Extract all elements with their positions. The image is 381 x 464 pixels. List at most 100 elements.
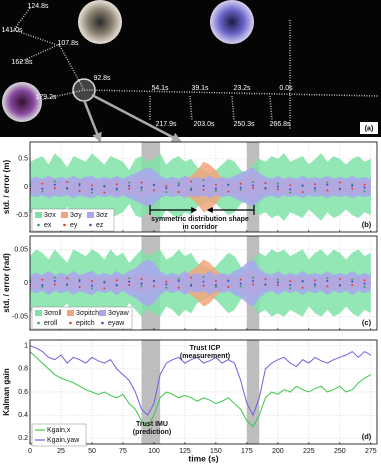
y-tick-label: 0.6 [18,389,28,396]
error-point [326,183,329,186]
error-point [165,184,168,187]
error-point [252,283,255,286]
time-label: 162.8s [11,59,33,66]
error-point [252,187,255,190]
error-point [90,284,93,287]
error-point [338,284,341,287]
error-point [140,285,143,288]
y-axis-label: std. / error (rad) [2,253,11,313]
error-point [314,279,317,282]
error-point [53,276,56,279]
error-point [301,184,304,187]
camera-view [210,0,254,44]
error-point [214,189,217,192]
x-tick-label: 75 [119,448,127,455]
y-tick-label: 0 [24,184,28,191]
error-point [264,277,267,280]
error-point [90,188,93,191]
chart-panel: 0 25 50 75 100 125 150 175 200 225 250 275 0.2 0.4 0.6… [2,339,378,463]
x-tick-label: 225 [303,448,315,455]
x-axis-label: time (s) [188,453,218,463]
error-point [90,287,93,290]
error-point [78,184,81,187]
error-point [363,190,366,193]
x-tick-label: 175 [241,448,253,455]
error-point [214,284,217,287]
panel-label-box [358,431,375,442]
error-point [190,187,193,190]
legend-label: 3σz [96,212,108,219]
annotation: (prediction) [133,429,172,436]
legend-swatch [89,223,92,227]
error-point [78,286,81,289]
error-point [289,188,292,191]
y-tick-label: 0.5 [18,156,28,163]
error-point [338,181,341,184]
std-band [30,167,371,207]
error-point [177,184,180,187]
error-point [202,184,205,187]
error-point [177,191,180,194]
error-point [202,179,205,182]
y-tick-label: -0.05 [12,313,28,320]
error-point [152,183,155,186]
x-tick-label: 250 [334,448,346,455]
legend-label: Kgain,yaw [47,437,80,444]
corridor-arrow [82,99,102,143]
panel-label: (c) [362,318,372,327]
error-point [227,183,230,186]
error-point [326,279,329,282]
error-point [363,282,366,285]
error-point [41,190,44,193]
time-label: 54.1s [151,85,169,92]
error-point [202,284,205,287]
error-point [314,285,317,288]
panel-label: (b) [362,220,372,229]
error-point [289,184,292,187]
legend-box [31,306,133,330]
panel-label-box [358,317,375,328]
error-point [41,286,44,289]
error-point [252,276,255,279]
time-label: 92.8s [93,75,111,82]
annotation: Trust ICP [190,345,221,352]
error-point [152,279,155,282]
time-label: 141.0s [1,27,23,34]
error-point [227,279,230,282]
y-tick-label: 0 [24,280,28,287]
error-point [66,283,69,286]
error-point [103,281,106,284]
x-tick-label: 50 [88,448,96,455]
legend-swatch [37,223,40,227]
time-label: 39.1s [191,85,209,92]
error-point [140,277,143,280]
error-point [66,180,69,183]
plot-frame [29,235,378,331]
y-tick-label: 1 [24,343,28,350]
y-tick-label: -0.5 [16,212,28,219]
annotation: in corridor [182,224,217,231]
error-point [363,279,366,282]
error-point [252,279,255,282]
error-point [289,287,292,290]
error-point [326,181,329,184]
legend-swatch [61,212,68,218]
x-tick-label: 0 [28,448,32,455]
error-point [165,286,168,289]
error-point [53,180,56,183]
annotation: Trust IMU [136,421,168,428]
error-point [301,279,304,282]
error-point [338,187,341,190]
error-point [190,276,193,279]
legend-label: ex [44,222,52,229]
error-point [41,182,44,185]
error-point [326,285,329,288]
error-point [252,180,255,183]
error-point [214,187,217,190]
error-point [128,284,131,287]
error-point [351,184,354,187]
error-point [103,191,106,194]
time-label: 23.2s [233,85,251,92]
time-label: 124.8s [27,3,49,10]
